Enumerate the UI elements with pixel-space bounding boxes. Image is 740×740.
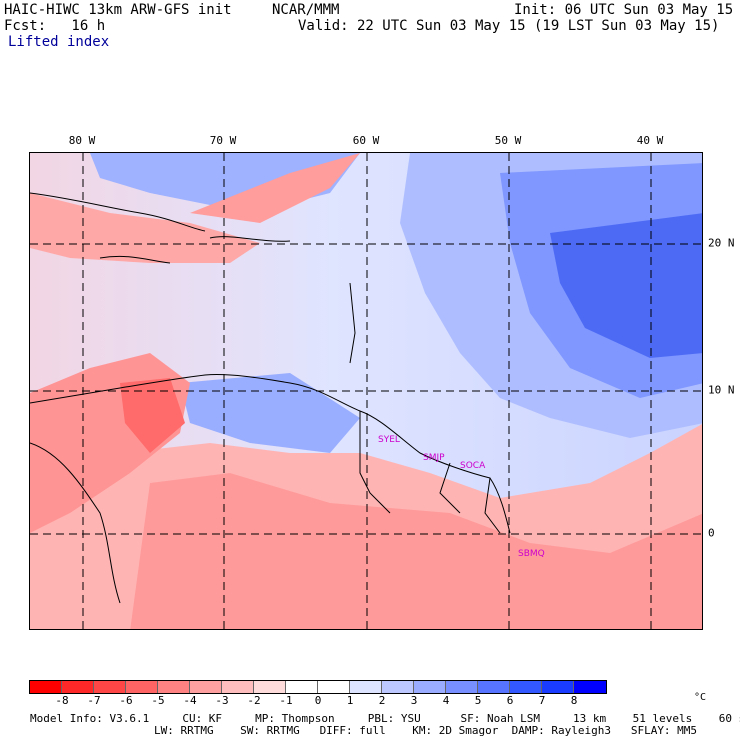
init-time: Init: 06 UTC Sun 03 May 15 bbox=[514, 2, 734, 18]
colorbar-label: 1 bbox=[346, 694, 354, 707]
station-label: SYEL bbox=[378, 435, 400, 445]
colorbar-label: 8 bbox=[570, 694, 578, 707]
organization: NCAR/MMM bbox=[272, 2, 340, 18]
colorbar-box bbox=[30, 681, 62, 693]
blue-region bbox=[550, 213, 702, 358]
south-america-coast bbox=[30, 374, 511, 534]
colorbar-box bbox=[222, 681, 254, 693]
colorbar-unit: °C bbox=[694, 692, 707, 703]
hispaniola-coast bbox=[209, 236, 291, 242]
colorbar-label: 7 bbox=[538, 694, 546, 707]
station-label: SOCA bbox=[460, 461, 486, 471]
model-info-line1: Model Info: V3.6.1 CU: KF MP: Thompson P… bbox=[30, 712, 740, 725]
colorbar-label: -7 bbox=[87, 694, 101, 707]
colorbar-label: 5 bbox=[474, 694, 482, 707]
colorbar-box bbox=[414, 681, 446, 693]
model-title: HAIC-HIWC 13km ARW-GFS init bbox=[4, 2, 232, 18]
colorbar-label: 3 bbox=[410, 694, 418, 707]
pacific-coast bbox=[30, 442, 121, 604]
colorbar-label: -2 bbox=[247, 694, 261, 707]
suriname-border bbox=[484, 477, 501, 534]
station-label: SMJP bbox=[423, 453, 445, 463]
colorbar-box bbox=[574, 681, 606, 693]
lat-label: 20 N bbox=[708, 236, 735, 250]
guyana-border bbox=[439, 462, 461, 514]
model-info-line2: LW: RRTMG SW: RRTMG DIFF: full KM: 2D Sm… bbox=[154, 724, 698, 737]
colorbar-label: 0 bbox=[314, 694, 322, 707]
colorbar-label: -3 bbox=[215, 694, 229, 707]
colorbar bbox=[29, 680, 607, 694]
lon-label: 80 W bbox=[68, 134, 96, 147]
colorbar-label: -5 bbox=[151, 694, 165, 707]
colorbar-box bbox=[254, 681, 286, 693]
lesser-antilles bbox=[349, 282, 356, 364]
colorbar-box bbox=[62, 681, 94, 693]
lon-label: 60 W bbox=[352, 134, 380, 147]
grid bbox=[30, 153, 702, 629]
colorbar-box bbox=[542, 681, 574, 693]
colorbar-box bbox=[286, 681, 318, 693]
colorbar-box bbox=[478, 681, 510, 693]
lon-label: 50 W bbox=[494, 134, 522, 147]
forecast-hour: Fcst: 16 h bbox=[4, 18, 106, 34]
colorbar-label: 2 bbox=[378, 694, 386, 707]
colorbar-box bbox=[94, 681, 126, 693]
colorbar-box bbox=[446, 681, 478, 693]
colorbar-box bbox=[350, 681, 382, 693]
venezuela-border bbox=[359, 411, 391, 514]
cuba-coast bbox=[30, 192, 206, 232]
red-region bbox=[130, 473, 702, 629]
jamaica-coast bbox=[99, 255, 171, 264]
lat-label: 10 N bbox=[708, 383, 735, 397]
colorbar-box bbox=[318, 681, 350, 693]
colorbar-label: -1 bbox=[279, 694, 293, 707]
lifted-index-map: SYEL SMJP SOCA SBMQ bbox=[29, 152, 703, 630]
lon-label: 40 W bbox=[636, 134, 664, 147]
red-region bbox=[120, 378, 185, 453]
field-name: Lifted index bbox=[8, 34, 110, 50]
colorbar-label: 6 bbox=[506, 694, 514, 707]
colorbar-box bbox=[126, 681, 158, 693]
colorbar-label: -4 bbox=[183, 694, 197, 707]
red-region bbox=[30, 193, 260, 263]
blue-region bbox=[180, 373, 360, 453]
lon-label: 70 W bbox=[209, 134, 237, 147]
colorbar-box bbox=[158, 681, 190, 693]
red-region bbox=[190, 153, 360, 223]
colorbar-label: 4 bbox=[442, 694, 450, 707]
colorbar-label: -8 bbox=[55, 694, 69, 707]
colorbar-box bbox=[382, 681, 414, 693]
colorbar-label: -6 bbox=[119, 694, 133, 707]
colorbar-box bbox=[510, 681, 542, 693]
colorbar-box bbox=[190, 681, 222, 693]
valid-time: Valid: 22 UTC Sun 03 May 15 (19 LST Sun … bbox=[298, 18, 720, 34]
lat-label: 0 bbox=[708, 526, 715, 540]
station-label: SBMQ bbox=[518, 549, 545, 559]
